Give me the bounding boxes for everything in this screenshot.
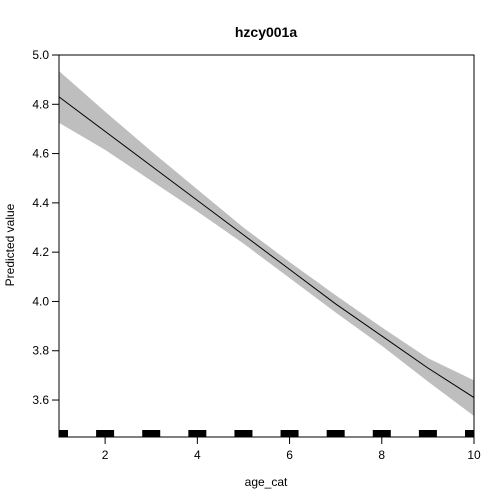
rug-mark [372, 430, 391, 437]
y-tick-label: 5.0 [32, 48, 49, 62]
rug-mark [142, 430, 161, 437]
x-axis: 2 4 6 8 10 [102, 437, 481, 462]
x-tick-label: 2 [102, 448, 109, 462]
y-axis: 3.6 3.8 4.0 4.2 4.4 4.6 4.8 5.0 [32, 48, 59, 407]
y-tick-label: 4.0 [32, 294, 49, 308]
x-axis-label: age_cat [245, 475, 288, 489]
x-tick-label: 4 [194, 448, 201, 462]
chart-title: hzcy001a [235, 24, 297, 40]
rug-layer [59, 430, 474, 437]
rug-mark [96, 430, 115, 437]
y-tick-label: 4.6 [32, 147, 49, 161]
rug-mark [280, 430, 299, 437]
y-tick-label: 3.6 [32, 393, 49, 407]
confidence-band-layer [59, 71, 474, 417]
confidence-band [59, 71, 474, 417]
y-tick-label: 3.8 [32, 344, 49, 358]
rug-mark [465, 430, 474, 437]
x-tick-label: 8 [378, 448, 385, 462]
y-tick-label: 4.2 [32, 245, 49, 259]
series-line [58, 96, 475, 398]
rug-mark [59, 430, 68, 437]
x-tick-label: 10 [467, 448, 481, 462]
y-axis-label: Predicted value [3, 203, 17, 286]
rug-mark [188, 430, 207, 437]
y-tick-label: 4.4 [32, 196, 49, 210]
rug-mark [234, 430, 253, 437]
rug-mark [326, 430, 345, 437]
x-tick-label: 6 [286, 448, 293, 462]
y-tick-label: 4.8 [32, 97, 49, 111]
series-line-layer [58, 96, 475, 398]
plot-frame [58, 54, 475, 438]
rug-mark [418, 430, 437, 437]
